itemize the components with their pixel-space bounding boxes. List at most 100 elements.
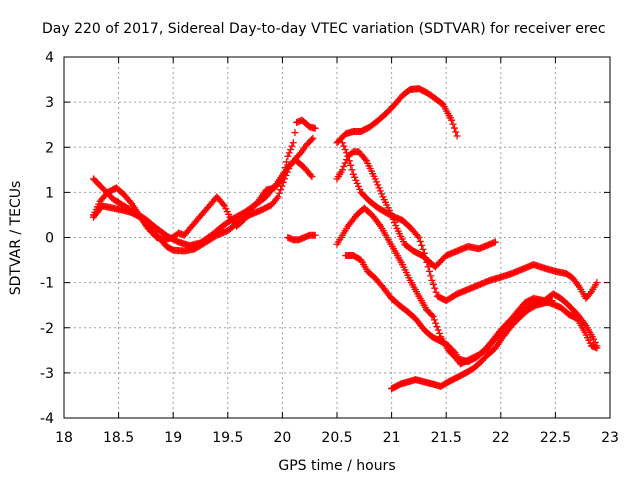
data-point — [341, 146, 349, 154]
data-point — [273, 195, 281, 203]
data-point — [356, 185, 364, 193]
data-point — [435, 329, 443, 337]
y-tick-label: -3 — [40, 366, 54, 382]
x-axis-title: GPS time / hours — [278, 458, 395, 474]
series-s4 — [284, 231, 319, 244]
data-point — [431, 284, 439, 292]
data-point — [593, 342, 601, 350]
data-point — [277, 176, 285, 184]
data-point — [434, 326, 442, 334]
chart-title: Day 220 of 2017, Sidereal Day-to-day VTE… — [42, 21, 606, 37]
data-point — [351, 173, 359, 181]
x-tick-label: 22 — [492, 430, 510, 446]
y-tick-label: 0 — [45, 231, 54, 247]
data-point — [289, 139, 297, 147]
data-point — [453, 132, 461, 140]
x-tick-label: 18 — [55, 430, 73, 446]
data-point — [374, 181, 382, 189]
data-point — [414, 232, 422, 240]
data-point — [415, 234, 423, 241]
x-tick-label: 18.5 — [103, 430, 134, 446]
data-point — [378, 190, 386, 198]
x-tick-label: 20.5 — [321, 430, 352, 446]
x-tick-label: 23 — [601, 430, 619, 446]
data-point — [491, 238, 499, 246]
data-point — [593, 279, 601, 287]
data-point — [283, 168, 291, 176]
y-tick-label: 4 — [45, 50, 54, 66]
series-s3 — [89, 116, 319, 244]
data-point — [311, 124, 319, 132]
data-point — [418, 241, 426, 249]
y-tick-label: 1 — [45, 185, 54, 201]
data-point — [392, 221, 400, 229]
data-point — [219, 200, 227, 208]
series-s8 — [333, 204, 601, 368]
data-point — [361, 155, 369, 163]
data-point — [429, 280, 437, 288]
data-point — [423, 258, 431, 266]
data-point — [352, 176, 360, 184]
data-point — [450, 124, 458, 132]
data-point — [338, 166, 346, 174]
data-point — [449, 120, 457, 128]
data-point — [422, 254, 430, 262]
y-axis-title: SDTVAR / TECUs — [8, 181, 24, 296]
data-point — [430, 316, 438, 324]
data-point — [287, 146, 295, 154]
data-point — [308, 173, 316, 181]
data-point — [590, 335, 598, 343]
data-point — [452, 128, 460, 136]
data-point — [285, 165, 293, 173]
series-s7 — [338, 139, 601, 305]
data-point — [309, 134, 317, 142]
data-point — [432, 319, 440, 327]
data-point — [372, 178, 380, 186]
series-s5 — [333, 85, 461, 147]
x-tick-labels: 18 18.5 19 19.5 20 20.5 21 21.5 22 22.5 23 — [55, 430, 619, 446]
series-s6 — [333, 148, 499, 271]
data-point — [375, 221, 383, 229]
data-point — [349, 170, 357, 178]
data-point — [429, 312, 437, 320]
series-s10 — [388, 297, 556, 393]
data-point — [416, 237, 424, 245]
series-s1 — [89, 156, 316, 250]
data-point — [340, 162, 348, 170]
data-point — [285, 149, 293, 157]
data-point — [277, 186, 285, 194]
data-point — [420, 249, 428, 257]
data-point — [448, 116, 456, 124]
data-point — [343, 149, 351, 157]
data-point — [345, 157, 353, 165]
axis-ticks — [63, 56, 611, 419]
data-point — [432, 288, 440, 296]
y-tick-labels: -4 -3 -2 -1 0 1 2 3 4 — [40, 50, 54, 427]
data-point — [428, 276, 436, 284]
y-tick-label: 3 — [45, 95, 54, 111]
data-point — [353, 179, 361, 187]
y-tick-label: 2 — [45, 140, 54, 156]
data-point — [428, 311, 436, 319]
data-point — [338, 139, 346, 147]
data-point — [340, 142, 348, 150]
y-tick-label: -2 — [40, 321, 54, 337]
data-point — [591, 338, 599, 346]
data-point — [341, 159, 349, 167]
data-point — [424, 263, 432, 271]
data-point — [375, 184, 383, 192]
data-point — [433, 323, 441, 331]
data-point — [280, 169, 288, 177]
x-tick-label: 21 — [383, 430, 401, 446]
data-point — [275, 189, 283, 197]
data-point — [291, 129, 299, 137]
x-tick-label: 22.5 — [540, 430, 571, 446]
data-point — [427, 272, 435, 280]
grid-lines — [64, 57, 610, 418]
x-tick-label: 19.5 — [212, 430, 243, 446]
y-tick-label: -4 — [40, 411, 54, 427]
x-tick-label: 20 — [273, 430, 291, 446]
data-point — [281, 164, 289, 172]
data-point — [376, 187, 384, 195]
